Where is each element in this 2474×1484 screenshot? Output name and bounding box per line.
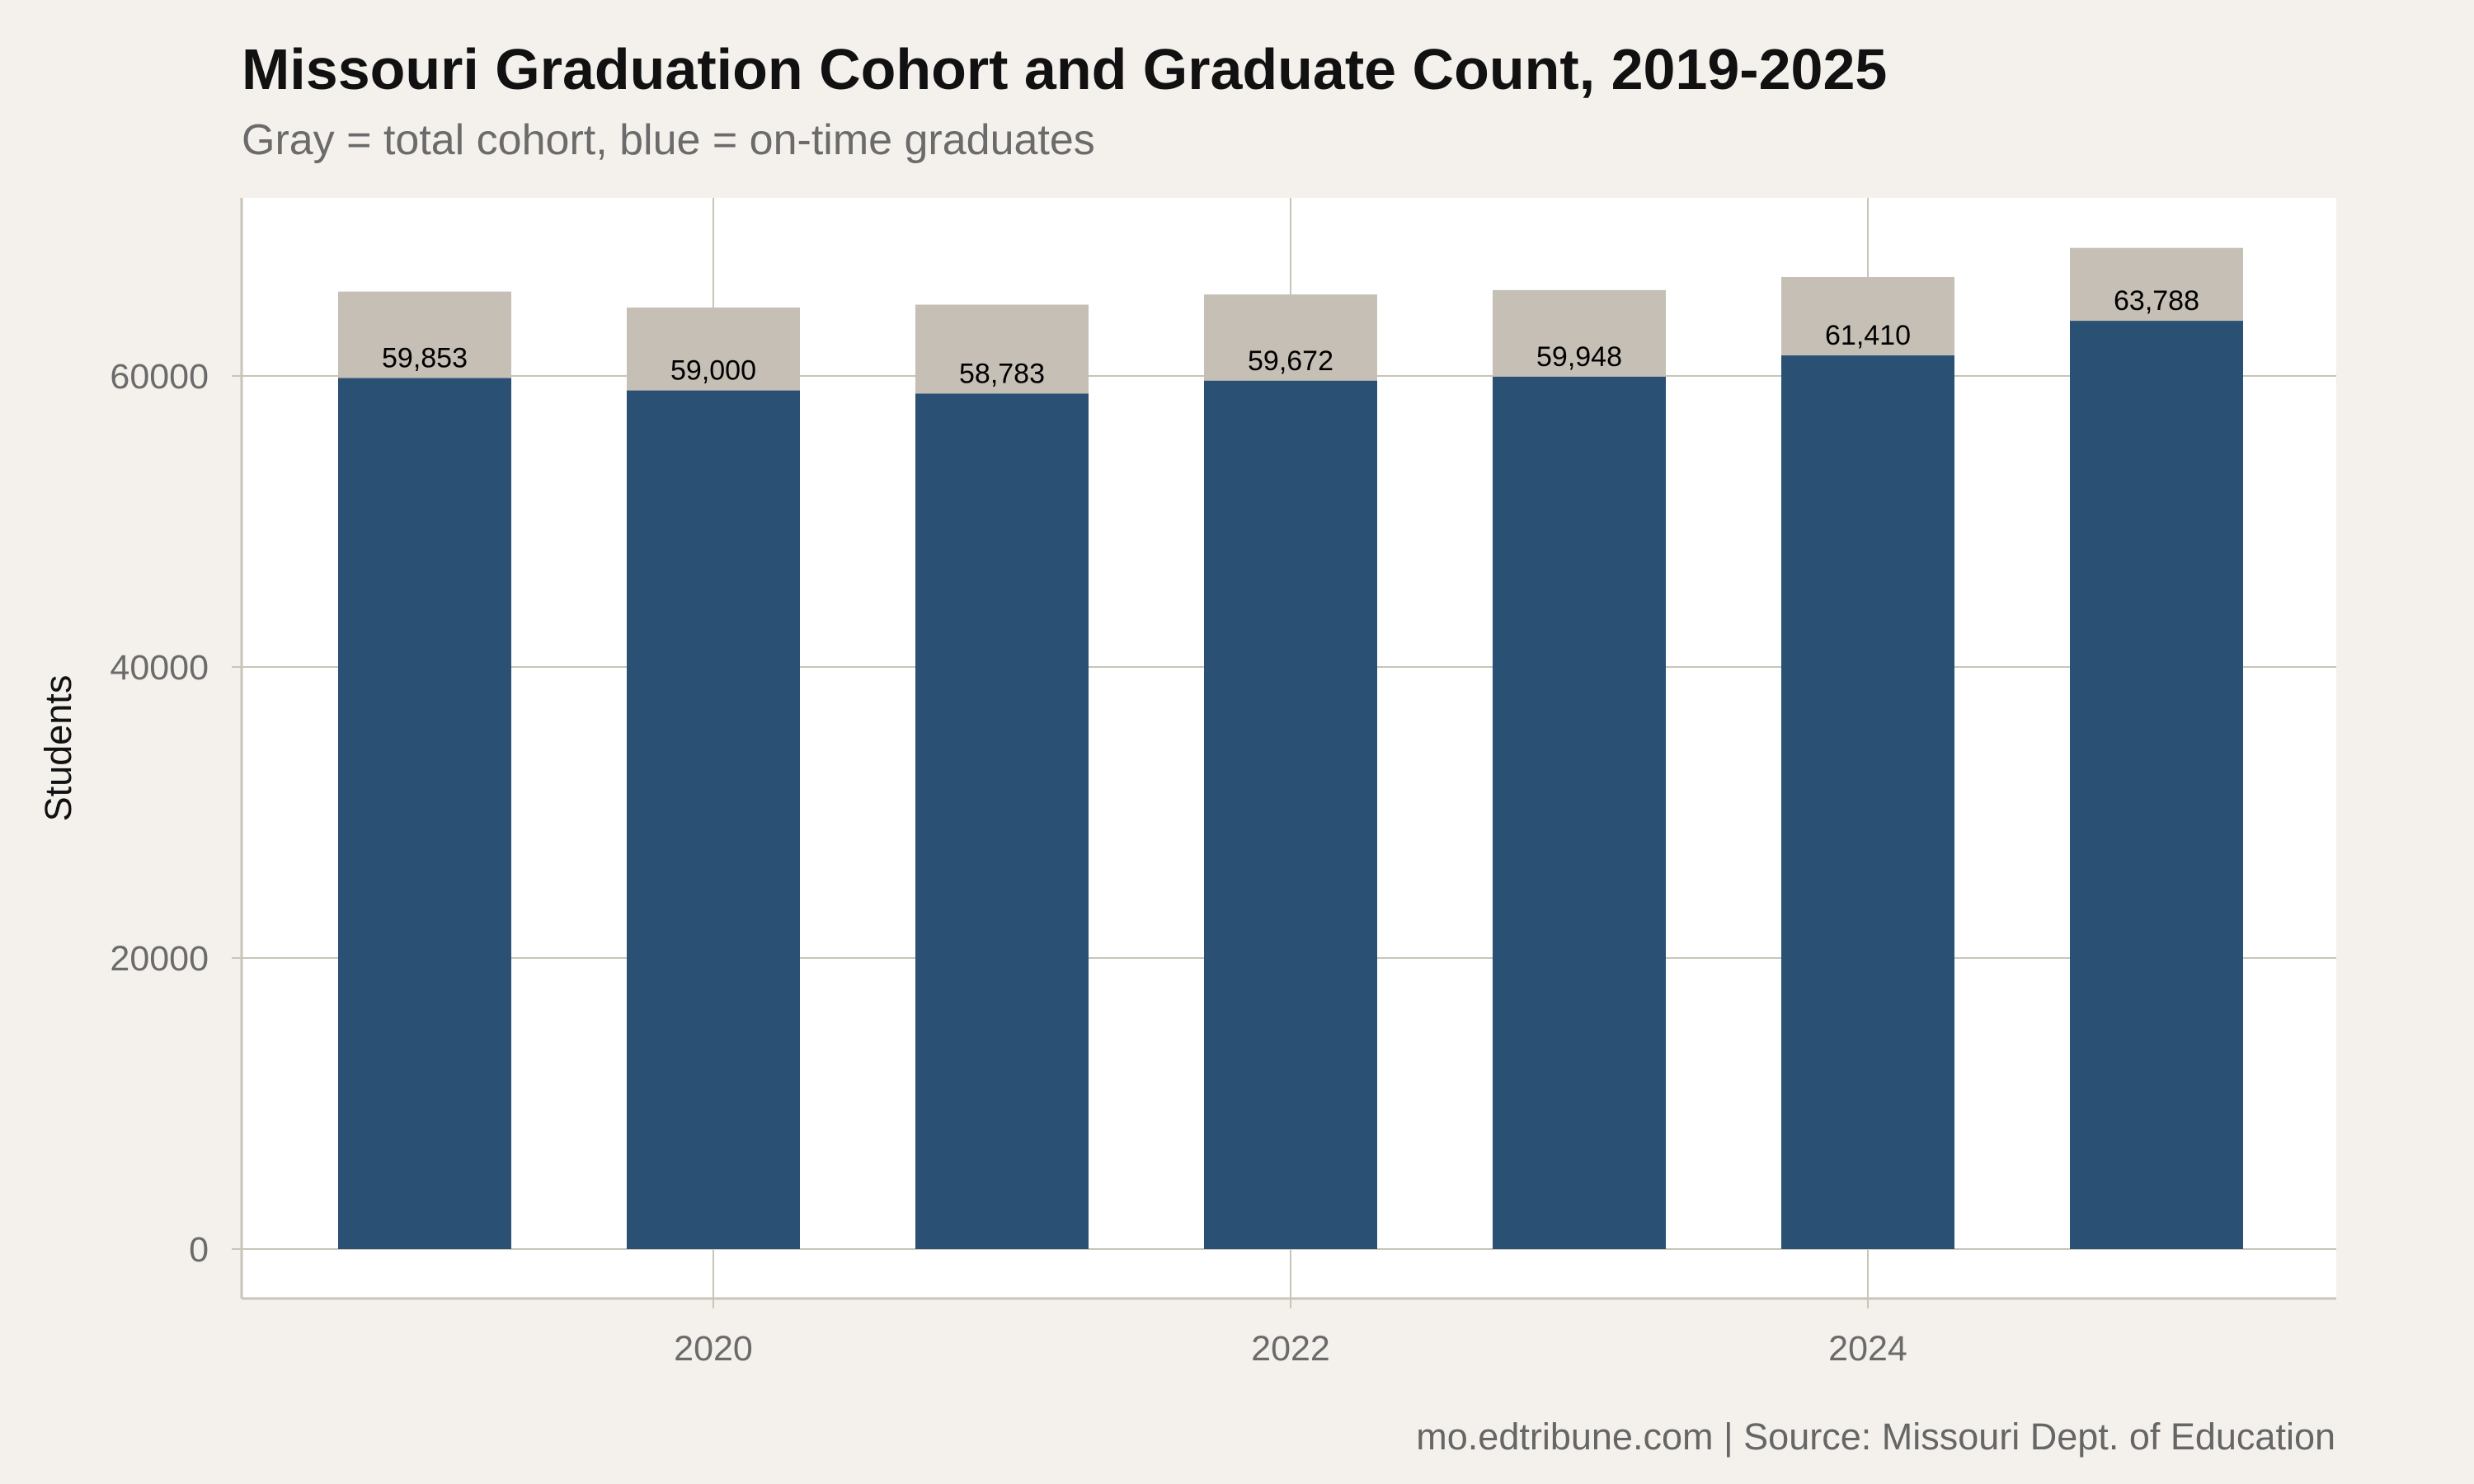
y-tick-label: 20000 [110,939,209,979]
graduate-bar [338,378,511,1249]
y-tick-label: 40000 [110,648,209,688]
bar-value-label: 58,783 [959,358,1045,389]
y-tick-label: 0 [189,1230,209,1270]
bar-value-label: 63,788 [2114,285,2199,317]
bar-value-label: 59,000 [670,355,756,387]
x-tick-label: 2024 [1828,1329,1907,1369]
bar-value-label: 61,410 [1825,320,1911,351]
graduate-bar [627,391,800,1249]
x-axis-ticks: 2020 2022 2024 [674,1298,1907,1369]
graduate-bar [1781,355,1954,1249]
bar-value-label: 59,948 [1536,341,1622,373]
bar-value-label: 59,672 [1248,345,1333,377]
source-caption: mo.edtribune.com | Source: Missouri Dept… [1416,1416,2335,1458]
x-tick-label: 2020 [674,1329,753,1369]
graduate-bar [915,393,1089,1249]
bar-value-label: 59,853 [382,343,468,374]
graduate-bar [1204,381,1377,1249]
y-axis-title: Students [37,675,79,822]
y-tick-label: 60000 [110,357,209,397]
graduate-bar [2070,321,2243,1249]
x-tick-label: 2022 [1251,1329,1330,1369]
y-axis-ticks: 0 20000 40000 60000 [110,357,242,1270]
graduate-bar [1493,377,1666,1249]
